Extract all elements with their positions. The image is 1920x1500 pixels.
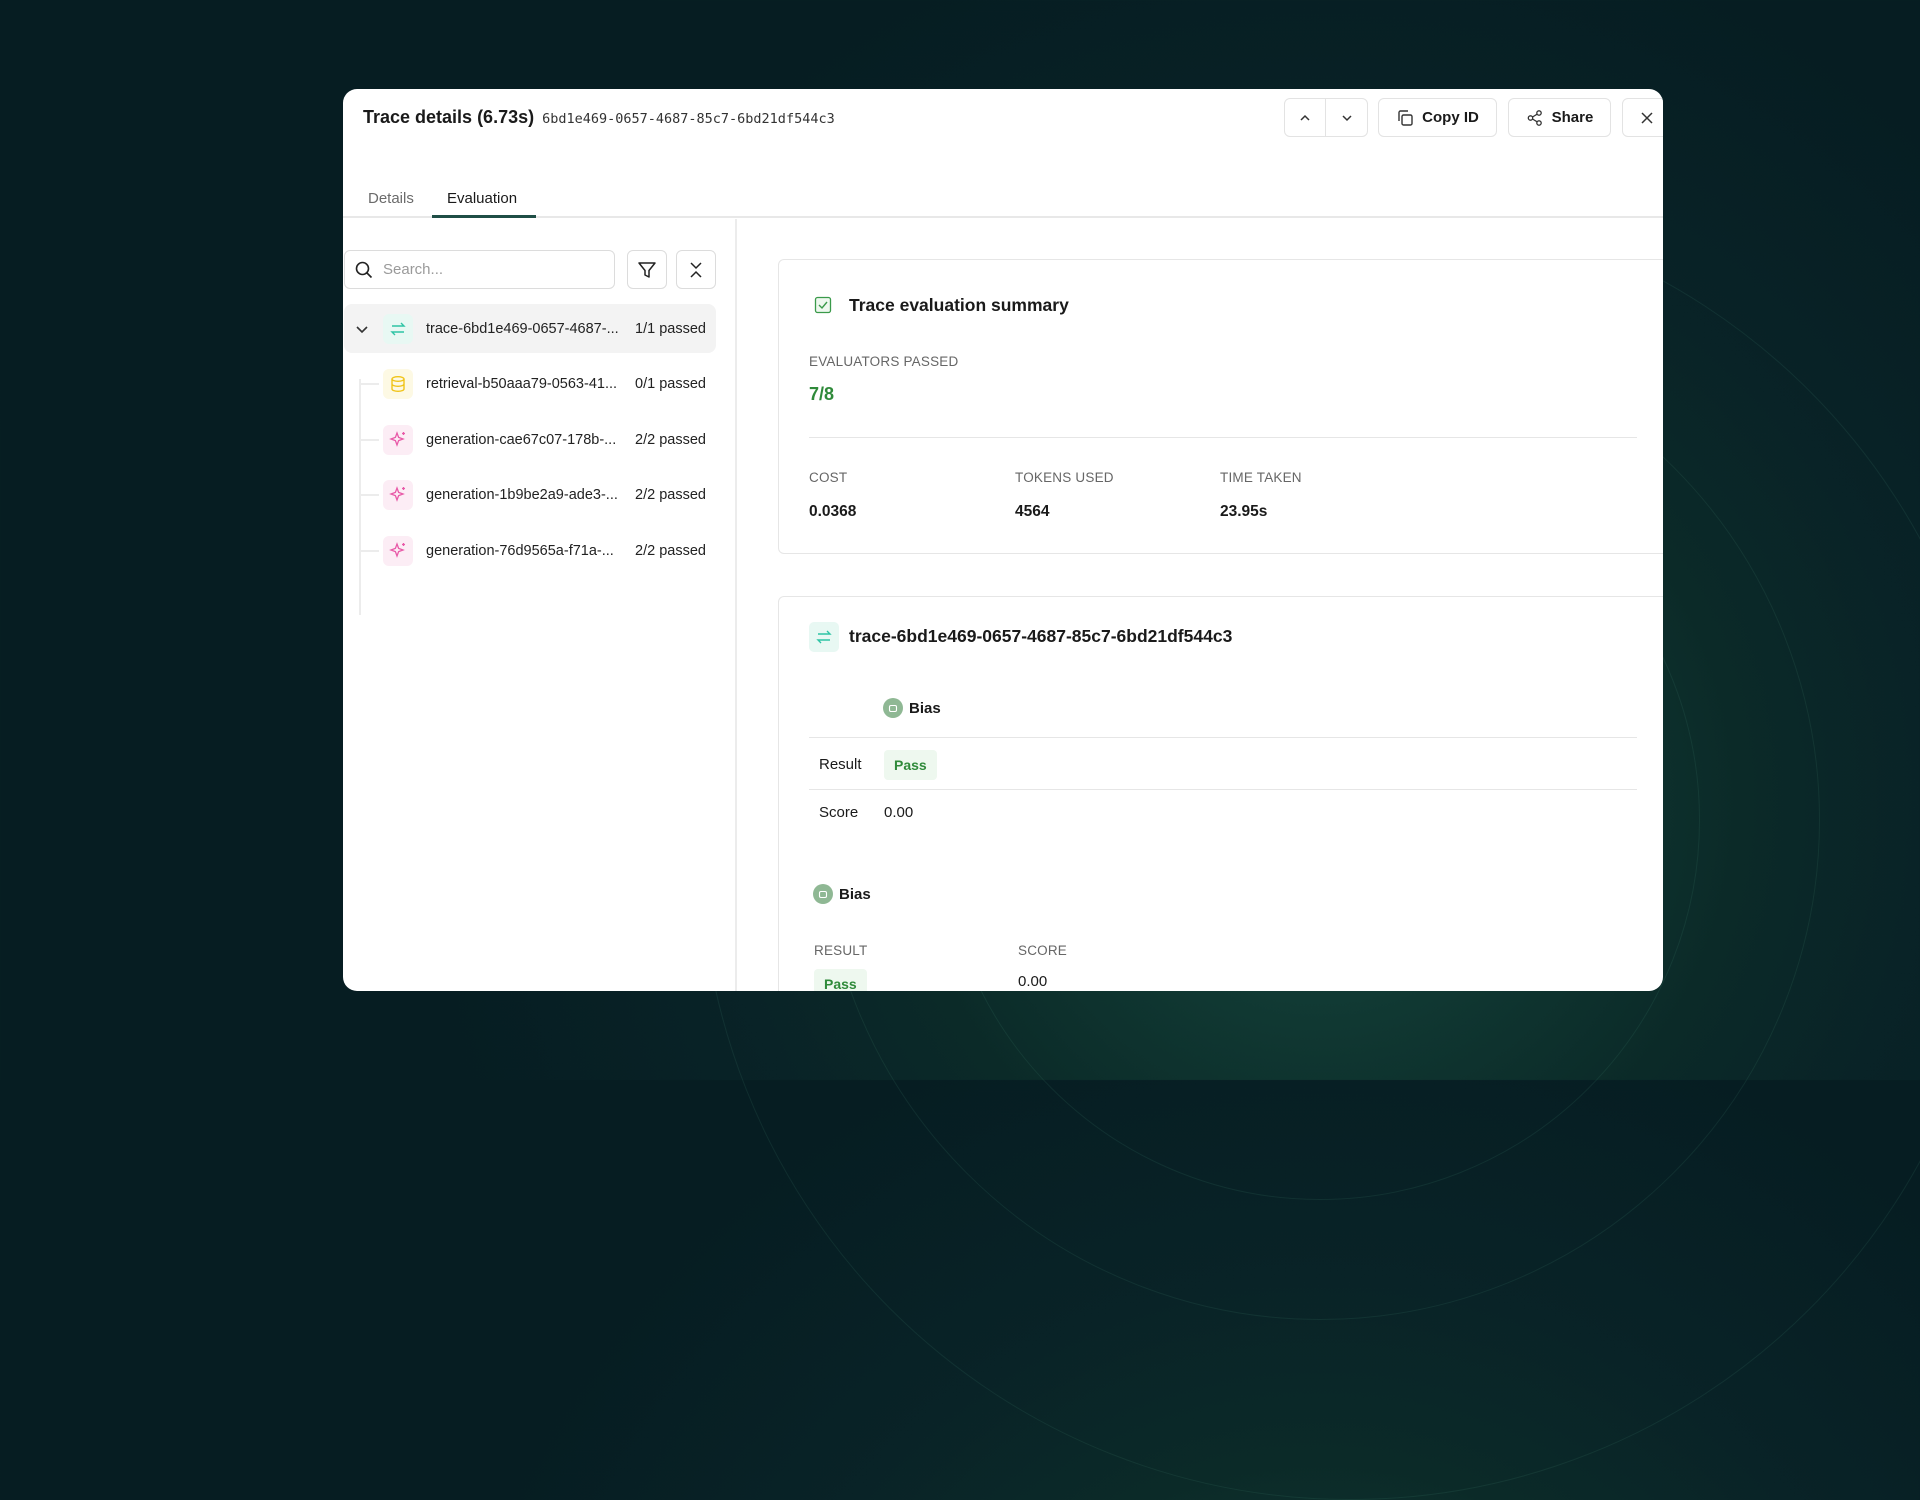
sparkle-icon [383, 535, 413, 566]
evaluator-name: Bias [839, 885, 871, 903]
score-value: 0.00 [1018, 973, 1048, 990]
share-icon [1527, 109, 1542, 126]
tree-item-generation[interactable]: generation-76d9565a-f71a-... 2/2 passed [344, 526, 716, 575]
result-label: RESULT [814, 943, 868, 958]
tree-item-retrieval[interactable]: retrieval-b50aaa79-0563-41... 0/1 passed [344, 359, 716, 408]
trace-card-title: trace-6bd1e469-0657-4687-85c7-6bd21df544… [849, 626, 1233, 646]
time-label: TIME TAKEN [1220, 470, 1302, 485]
database-icon [383, 368, 413, 399]
sparkle-icon [383, 424, 413, 455]
tree-item-status: 1/1 passed [635, 320, 706, 337]
tree-item-name: generation-1b9be2a9-ade3-... [426, 486, 618, 503]
tab-details[interactable]: Details [368, 190, 414, 207]
next-button[interactable] [1325, 98, 1368, 137]
tree-connector [359, 379, 361, 615]
arrows-swap-icon [809, 622, 839, 652]
evaluator-bias: Bias [813, 884, 871, 904]
tab-bar: Details Evaluation [343, 177, 1663, 218]
pass-badge: Pass [814, 969, 867, 991]
collapse-icon [690, 261, 702, 278]
time-value: 23.95s [1220, 503, 1268, 520]
filter-button[interactable] [627, 250, 667, 289]
tokens-label: TOKENS USED [1015, 470, 1114, 485]
modal-title: Trace details (6.73s) [363, 107, 535, 127]
span-tree-panel: trace-6bd1e469-0657-4687-... 1/1 passed … [343, 219, 737, 991]
arrows-swap-icon [383, 313, 413, 344]
tree-item-name: generation-cae67c07-178b-... [426, 431, 617, 448]
tree-connector [361, 494, 379, 496]
trace-details-modal: Trace details (6.73s) 6bd1e469-0657-4687… [343, 89, 1663, 991]
tree-item-status: 2/2 passed [635, 431, 706, 448]
tokens-value: 4564 [1015, 503, 1050, 520]
divider [809, 437, 1637, 438]
cost-label: COST [809, 470, 848, 485]
modal-header: Trace details (6.73s) 6bd1e469-0657-4687… [363, 107, 835, 128]
score-label: SCORE [1018, 943, 1068, 958]
active-tab-indicator [432, 215, 536, 218]
search-box [344, 250, 615, 289]
evaluators-passed-value: 7/8 [809, 384, 835, 404]
trace-evaluation-card: trace-6bd1e469-0657-4687-85c7-6bd21df544… [778, 596, 1663, 991]
sparkle-icon [383, 479, 413, 510]
divider [809, 737, 1637, 738]
trace-id: 6bd1e469-0657-4687-85c7-6bd21df544c3 [542, 111, 835, 127]
cost-value: 0.0368 [809, 503, 857, 520]
tree-item-name: trace-6bd1e469-0657-4687-... [426, 320, 619, 337]
score-value: 0.00 [884, 804, 914, 821]
robot-icon [813, 884, 833, 904]
summary-title: Trace evaluation summary [849, 295, 1069, 315]
tree-item-generation[interactable]: generation-cae67c07-178b-... 2/2 passed [344, 415, 716, 464]
tree-item-generation[interactable]: generation-1b9be2a9-ade3-... 2/2 passed [344, 470, 716, 519]
checkbox-icon [814, 296, 832, 314]
tree-connector [361, 550, 379, 552]
previous-button[interactable] [1284, 98, 1326, 137]
trace-evaluation-summary-card: Trace evaluation summary EVALUATORS PASS… [778, 259, 1663, 554]
filter-icon [638, 261, 656, 278]
tree-item-trace[interactable]: trace-6bd1e469-0657-4687-... 1/1 passed [344, 304, 716, 353]
tree-connector [361, 439, 379, 441]
tree-item-status: 2/2 passed [635, 486, 706, 503]
robot-icon [883, 698, 903, 718]
tree-item-status: 0/1 passed [635, 375, 706, 392]
share-button[interactable]: Share [1508, 98, 1611, 137]
copy-id-label: Copy ID [1422, 109, 1479, 126]
chevron-down-icon [1341, 114, 1352, 121]
close-button[interactable] [1622, 98, 1663, 137]
chevron-up-icon [1300, 114, 1310, 121]
copy-id-button[interactable]: Copy ID [1378, 98, 1497, 137]
collapse-all-button[interactable] [676, 250, 716, 289]
tree-item-status: 2/2 passed [635, 542, 706, 559]
evaluators-passed-label: EVALUATORS PASSED [809, 354, 959, 369]
evaluator-name: Bias [909, 699, 941, 717]
tree-item-name: generation-76d9565a-f71a-... [426, 542, 614, 559]
result-label: Result [819, 756, 862, 773]
evaluator-bias: Bias [883, 698, 941, 718]
tree-connector [361, 383, 379, 385]
score-label: Score [819, 804, 859, 821]
divider [809, 789, 1637, 790]
search-input[interactable] [383, 261, 583, 278]
close-icon [1641, 111, 1653, 124]
chevron-down-icon[interactable] [355, 322, 369, 336]
share-label: Share [1551, 109, 1594, 126]
copy-icon [1398, 109, 1413, 126]
pass-badge: Pass [884, 750, 937, 780]
search-icon [355, 261, 373, 278]
tree-item-name: retrieval-b50aaa79-0563-41... [426, 375, 618, 392]
tab-evaluation[interactable]: Evaluation [447, 190, 518, 207]
